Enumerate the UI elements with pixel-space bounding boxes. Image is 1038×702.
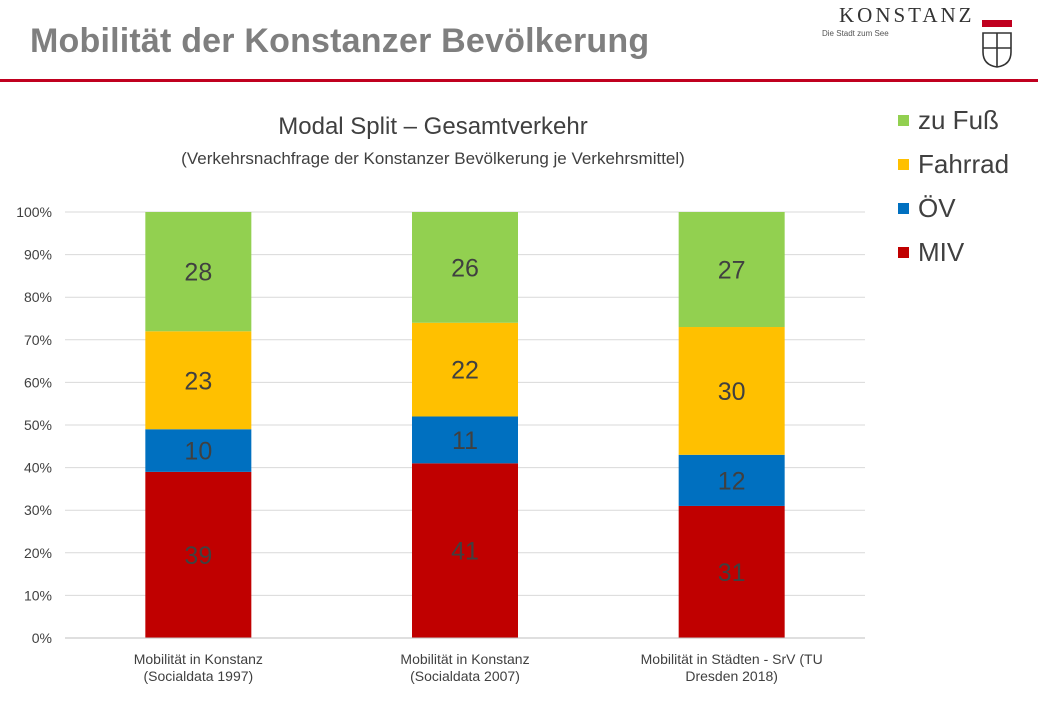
y-tick-label: 100% bbox=[16, 204, 52, 220]
legend-label: ÖV bbox=[918, 192, 956, 223]
data-label: 28 bbox=[184, 259, 212, 287]
y-tick-label: 20% bbox=[24, 545, 52, 561]
header-divider bbox=[0, 79, 1038, 82]
data-label: 30 bbox=[718, 378, 746, 406]
bar-segment bbox=[412, 212, 518, 323]
legend-label: MIV bbox=[918, 236, 965, 267]
bar-segment bbox=[678, 505, 785, 638]
y-tick-label: 70% bbox=[24, 332, 52, 348]
legend-item: MIV bbox=[898, 230, 1009, 274]
bar-segment bbox=[678, 327, 785, 455]
bar-segment bbox=[145, 471, 252, 638]
bar-segment bbox=[412, 416, 518, 464]
data-label: 39 bbox=[184, 542, 212, 570]
chart-subtitle: (Verkehrsnachfrage der Konstanzer Bevölk… bbox=[181, 149, 685, 168]
konstanz-crest-icon bbox=[982, 20, 1012, 68]
legend-swatch bbox=[898, 202, 909, 214]
x-category-label: Mobilität in Städten - SrV (TU Dresden 20… bbox=[641, 651, 823, 684]
y-tick-label: 60% bbox=[24, 374, 52, 390]
data-label: 12 bbox=[718, 467, 746, 495]
y-tick-label: 90% bbox=[24, 247, 52, 263]
logo-tagline: Die Stadt zum See bbox=[822, 29, 889, 38]
legend-item: Fahrrad bbox=[898, 142, 1009, 186]
y-tick-label: 30% bbox=[24, 502, 52, 518]
page-title: Mobilität der Konstanzer Bevölkerung bbox=[30, 22, 650, 60]
data-label: 11 bbox=[452, 427, 478, 455]
logo-text: KONSTANZ bbox=[839, 3, 975, 27]
x-category-label: Mobilität in Konstanz (Socialdata 1997) bbox=[134, 651, 263, 684]
bar-segment bbox=[412, 322, 518, 417]
y-tick-label: 50% bbox=[24, 417, 52, 433]
legend-label: zu Fuß bbox=[918, 104, 999, 135]
legend-swatch bbox=[898, 246, 909, 258]
data-label: 10 bbox=[184, 438, 212, 466]
legend-label: Fahrrad bbox=[918, 148, 1010, 179]
y-tick-label: 80% bbox=[24, 289, 52, 305]
bar-segment bbox=[145, 429, 252, 472]
bar-segment bbox=[145, 212, 252, 332]
data-label: 23 bbox=[184, 367, 212, 395]
chart-legend: zu Fuß Fahrrad ÖV MIV bbox=[898, 98, 1009, 274]
data-label: 31 bbox=[718, 559, 746, 587]
y-tick-label: 0% bbox=[32, 630, 52, 646]
bar-segment bbox=[678, 212, 785, 328]
data-label: 22 bbox=[451, 357, 479, 385]
legend-swatch bbox=[898, 114, 909, 126]
data-label: 26 bbox=[451, 254, 479, 282]
data-label: 27 bbox=[718, 257, 746, 285]
bar-segment bbox=[145, 331, 252, 430]
y-tick-label: 40% bbox=[24, 460, 52, 476]
bar-segment bbox=[412, 463, 518, 638]
y-tick-label: 10% bbox=[24, 587, 52, 603]
stacked-bar-chart: 0% 10% 20% 30% 40% 50% 60% 70% 80% 90% 100% 39 10 23 2… bbox=[16, 204, 865, 684]
bar-segment bbox=[678, 454, 785, 506]
legend-item: ÖV bbox=[898, 186, 1009, 230]
data-label: 41 bbox=[451, 538, 479, 566]
x-category-label: Mobilität in Konstanz (Socialdata 2007) bbox=[400, 651, 529, 684]
chart-title: Modal Split – Gesamtverkehr bbox=[278, 113, 588, 140]
legend-swatch bbox=[898, 158, 909, 170]
legend-item: zu Fuß bbox=[898, 98, 1009, 142]
